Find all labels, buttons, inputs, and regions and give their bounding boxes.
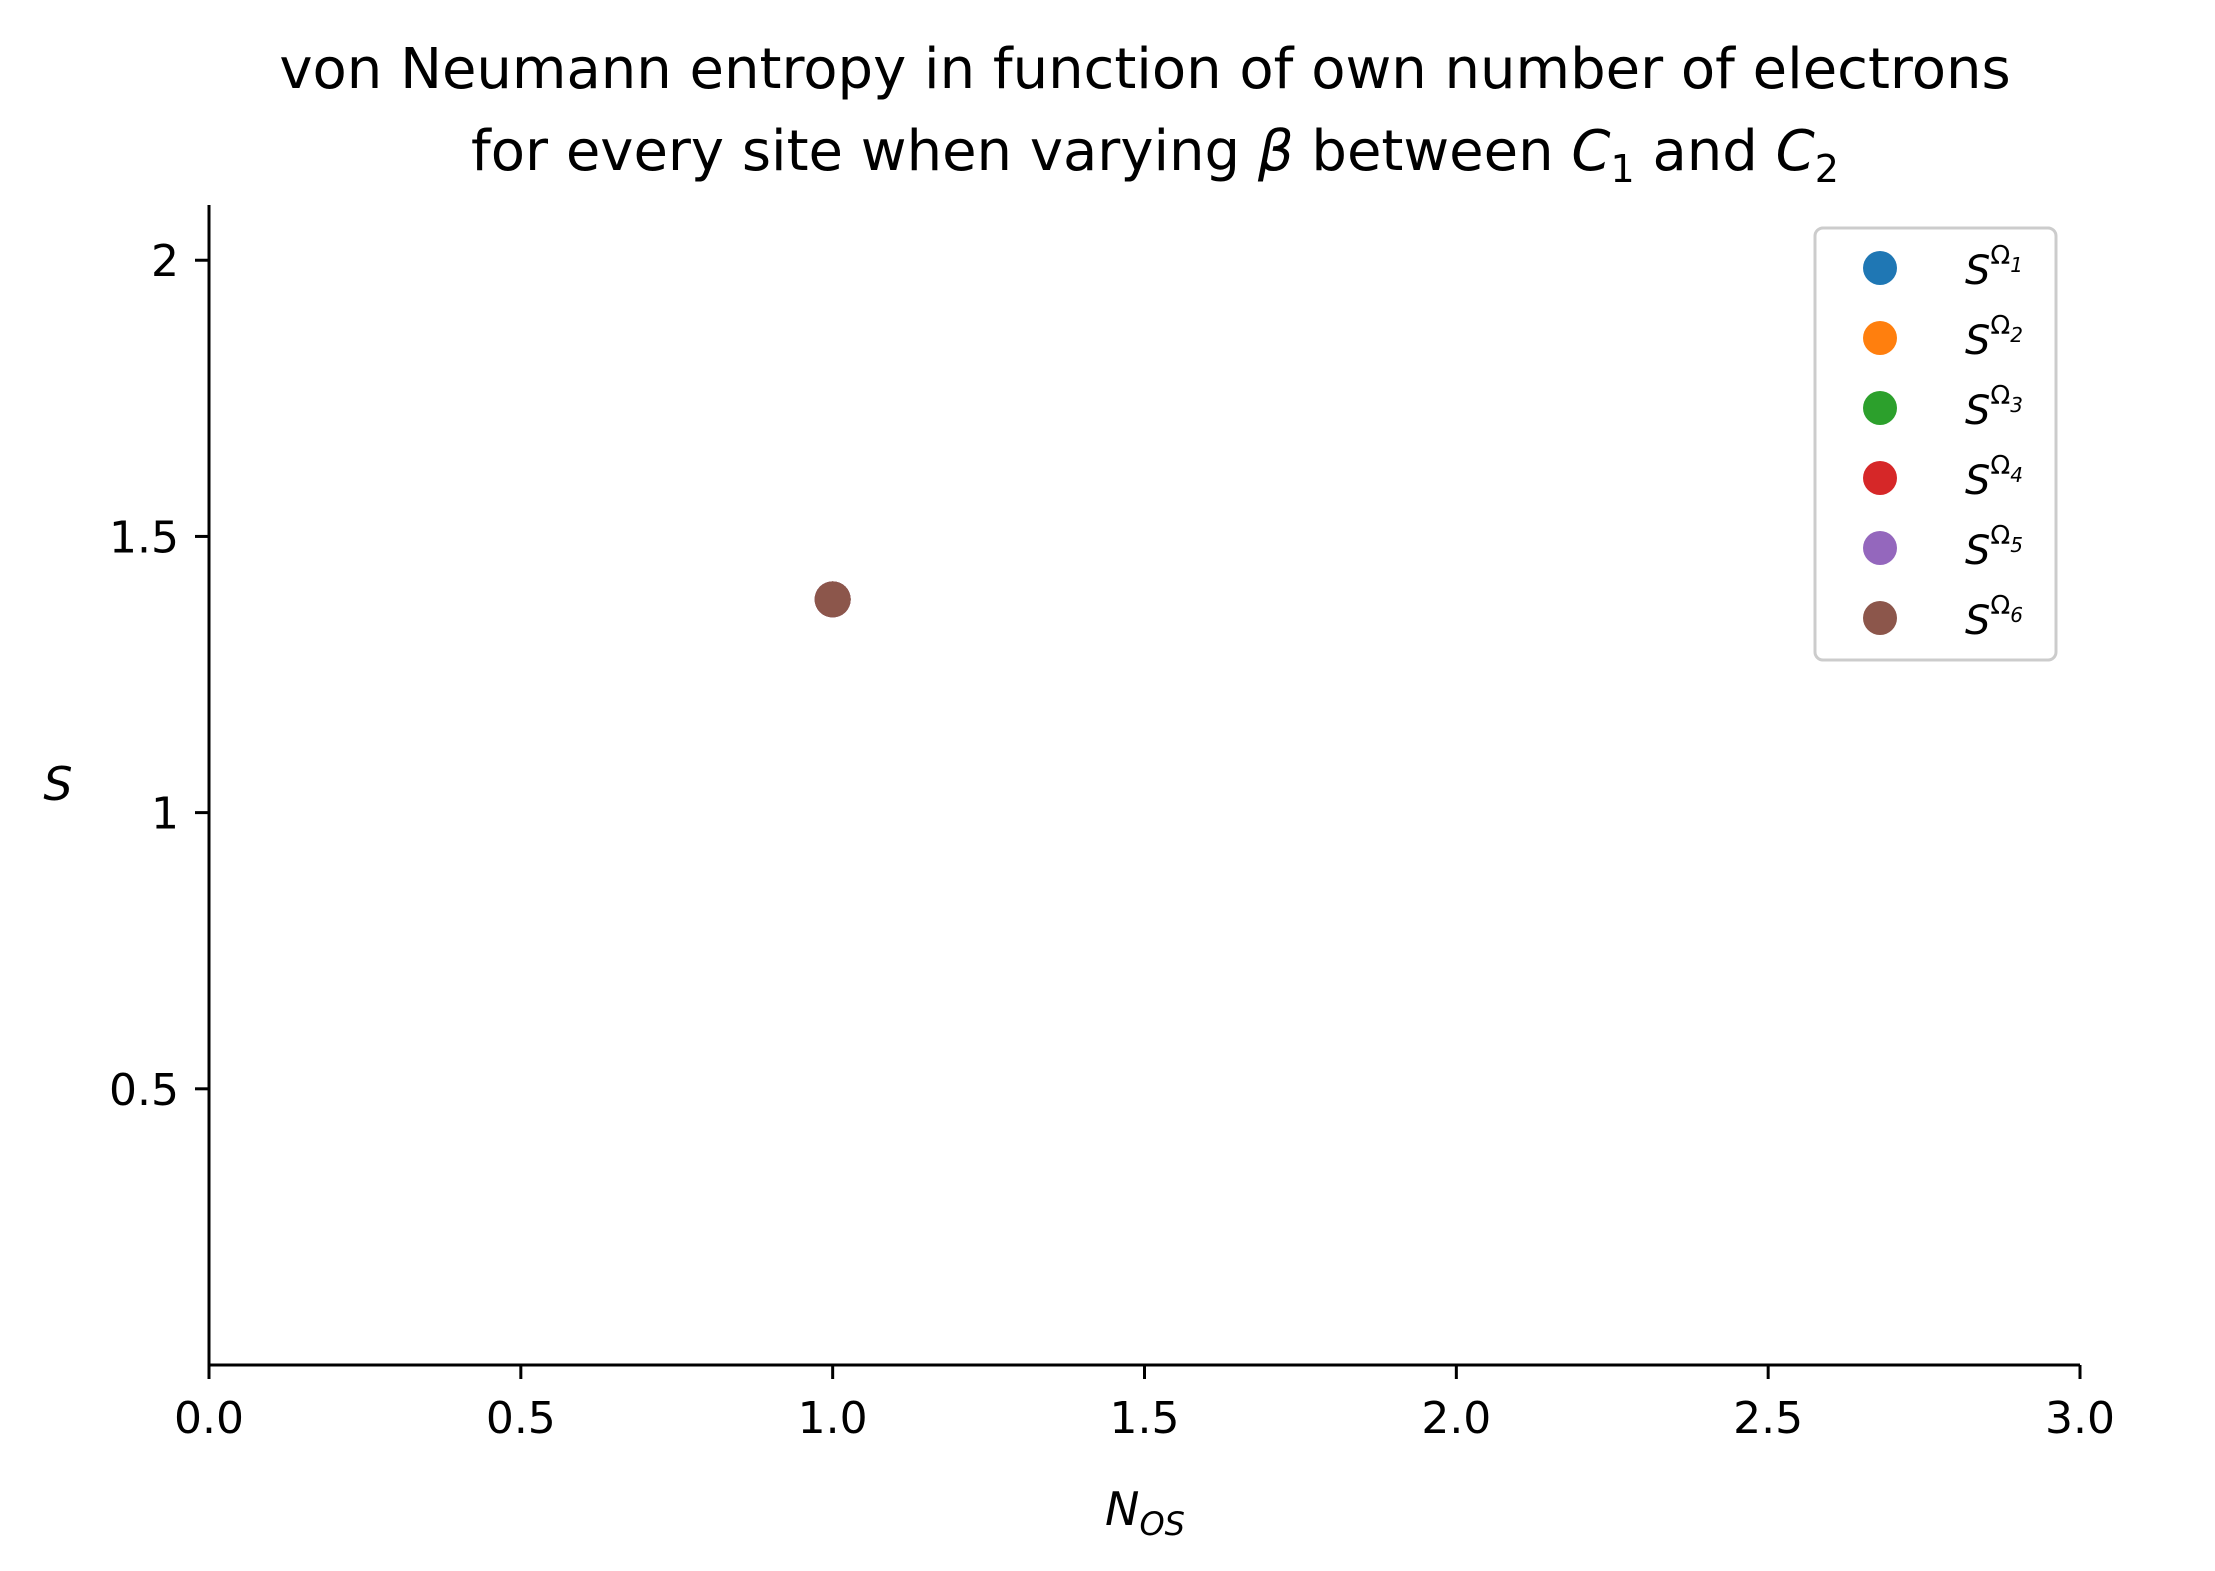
legend-marker-5: [1863, 531, 1897, 565]
x-tick-label: 1.5: [1110, 1393, 1180, 1444]
x-axis-ticks: 0.0 0.5 1.0 1.5 2.0 2.5 3.0: [174, 1365, 2115, 1444]
legend-marker-2: [1863, 321, 1897, 355]
legend-marker-6: [1863, 601, 1897, 635]
chart-title-line1: von Neumann entropy in function of own n…: [279, 37, 2010, 102]
data-points: [814, 581, 851, 618]
x-tick-label: 0.0: [174, 1393, 244, 1444]
y-tick-label: 2: [151, 236, 179, 287]
data-point-6: [814, 581, 851, 618]
legend-label-6: SΩ6: [1965, 591, 2023, 644]
legend-box: [1813, 226, 2058, 662]
y-tick-label: 1: [151, 789, 179, 840]
x-tick-label: 2.5: [1733, 1393, 1803, 1444]
legend-marker-1: [1863, 251, 1897, 285]
legend-marker-4: [1863, 461, 1897, 495]
legend-label-2: SΩ2: [1965, 311, 2023, 364]
x-tick-label: 0.5: [486, 1393, 556, 1444]
y-axis-ticks: 0.5 1 1.5 2: [109, 236, 209, 1116]
legend-label-1: SΩ1: [1965, 241, 2023, 294]
legend-label-5: SΩ5: [1965, 521, 2023, 574]
chart-title-line2: for every site when varying β between C1…: [471, 119, 1839, 191]
legend-label-3: SΩ3: [1965, 381, 2023, 434]
y-axis-label: S: [43, 757, 72, 811]
legend-label-4: SΩ4: [1965, 451, 2023, 504]
legend-marker-3: [1863, 391, 1897, 425]
x-tick-label: 1.0: [798, 1393, 868, 1444]
x-tick-label: 2.0: [1421, 1393, 1491, 1444]
legend: SΩ1 SΩ2 SΩ3 SΩ4 SΩ5 SΩ6: [1813, 226, 2058, 662]
y-tick-label: 0.5: [109, 1065, 179, 1116]
x-axis-label: NOS: [1105, 1482, 1185, 1543]
x-tick-label: 3.0: [2045, 1393, 2115, 1444]
y-tick-label: 1.5: [109, 512, 179, 563]
